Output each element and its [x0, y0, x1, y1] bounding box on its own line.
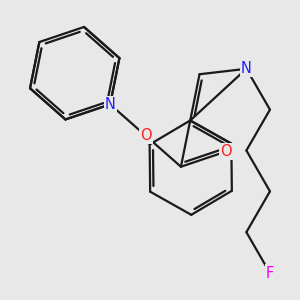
- Text: O: O: [220, 144, 231, 159]
- Text: N: N: [241, 61, 252, 76]
- Text: N: N: [105, 97, 116, 112]
- Text: O: O: [140, 128, 151, 143]
- Text: F: F: [266, 266, 274, 280]
